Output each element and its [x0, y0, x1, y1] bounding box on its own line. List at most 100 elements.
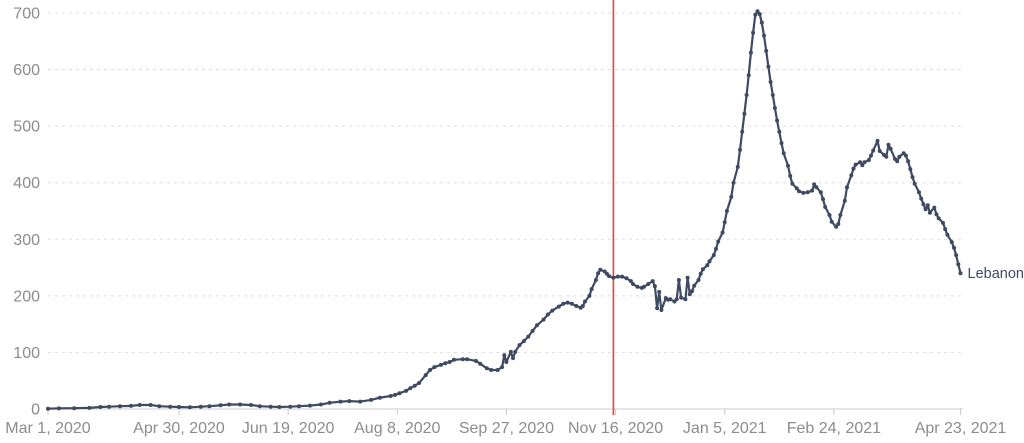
- data-point: [569, 301, 574, 306]
- data-point: [593, 278, 598, 282]
- y-axis-tick-label: 400: [13, 175, 40, 192]
- data-point: [508, 349, 513, 354]
- data-point: [249, 403, 253, 407]
- data-point: [107, 404, 112, 409]
- data-point: [954, 253, 959, 258]
- data-point: [751, 30, 756, 35]
- data-point: [495, 368, 500, 372]
- data-point: [762, 33, 766, 38]
- x-axis-tick-label: Mar 1, 2020: [5, 420, 90, 437]
- x-axis-tick-label: Apr 30, 2020: [133, 420, 225, 437]
- data-point: [945, 232, 950, 237]
- data-point: [583, 299, 587, 304]
- data-point: [834, 224, 839, 229]
- data-point: [925, 203, 930, 208]
- data-point: [137, 403, 142, 407]
- x-axis-tick-label: Sep 27, 2020: [459, 420, 554, 437]
- data-point: [438, 362, 443, 367]
- data-point: [652, 284, 657, 289]
- data-point: [936, 216, 941, 221]
- data-point: [408, 386, 413, 391]
- data-point: [369, 397, 374, 402]
- data-point: [473, 358, 478, 363]
- x-axis-tick-label: Aug 8, 2020: [354, 420, 440, 437]
- data-point: [502, 353, 507, 358]
- data-point: [770, 93, 775, 97]
- data-point: [731, 180, 736, 185]
- x-axis-tick-label: Jan 5, 2021: [683, 420, 767, 437]
- data-point: [580, 304, 585, 308]
- data-point: [705, 263, 710, 268]
- data-point: [910, 175, 915, 180]
- y-axis-tick-label: 500: [13, 119, 40, 136]
- data-point: [218, 403, 223, 408]
- data-point: [347, 399, 352, 404]
- data-point: [257, 404, 262, 409]
- data-point: [766, 64, 771, 69]
- data-point: [735, 164, 740, 169]
- data-point: [72, 406, 77, 411]
- data-point: [744, 93, 749, 97]
- data-point: [308, 403, 312, 408]
- series-label[interactable]: Lebanon: [968, 266, 1024, 282]
- data-point: [805, 190, 810, 195]
- data-point: [118, 404, 122, 409]
- x-axis-tick-label: Feb 24, 2021: [787, 420, 881, 437]
- data-point: [679, 295, 684, 300]
- data-point: [620, 274, 625, 279]
- data-point: [550, 308, 555, 313]
- data-point: [358, 399, 363, 404]
- x-axis-tick-label: Nov 16, 2020: [568, 420, 663, 437]
- data-point: [823, 205, 828, 209]
- data-point: [388, 394, 393, 398]
- data-point: [932, 205, 937, 210]
- data-point: [755, 9, 760, 14]
- data-point: [884, 154, 889, 159]
- data-point: [818, 190, 823, 195]
- data-point: [561, 301, 566, 306]
- data-point: [452, 357, 456, 362]
- data-point: [198, 404, 203, 409]
- data-point: [404, 388, 408, 393]
- data-point: [674, 297, 679, 302]
- data-point: [696, 278, 701, 282]
- data-point: [814, 185, 819, 190]
- data-point: [596, 271, 601, 276]
- data-point: [598, 267, 603, 272]
- data-point: [642, 284, 646, 289]
- data-point: [866, 158, 871, 163]
- data-point: [288, 404, 293, 409]
- data-point: [849, 173, 854, 178]
- y-axis-tick-label: 600: [13, 62, 40, 79]
- data-point: [129, 403, 133, 408]
- data-point: [277, 405, 282, 409]
- data-point: [720, 230, 725, 235]
- data-point: [545, 312, 550, 317]
- data-point: [513, 349, 518, 354]
- data-point: [615, 274, 620, 279]
- data-point: [393, 392, 398, 397]
- data-point: [327, 400, 332, 405]
- data-point: [958, 271, 963, 276]
- data-point: [829, 219, 834, 224]
- data-point: [860, 163, 865, 168]
- y-axis-tick-label: 300: [13, 232, 40, 249]
- x-axis-tick-label: Apr 23, 2021: [915, 420, 1007, 437]
- data-point: [845, 185, 849, 190]
- data-point: [943, 227, 948, 232]
- data-point: [432, 365, 437, 370]
- data-point: [871, 148, 876, 153]
- data-point: [521, 339, 526, 344]
- data-point: [500, 365, 505, 370]
- data-point: [377, 395, 382, 400]
- data-point: [786, 163, 790, 168]
- data-point: [952, 245, 956, 250]
- data-point: [587, 293, 592, 298]
- data-point: [417, 381, 422, 385]
- data-point: [836, 222, 841, 226]
- data-point: [535, 323, 539, 328]
- data-point: [484, 366, 489, 371]
- data-point: [790, 181, 795, 186]
- data-point: [650, 279, 655, 284]
